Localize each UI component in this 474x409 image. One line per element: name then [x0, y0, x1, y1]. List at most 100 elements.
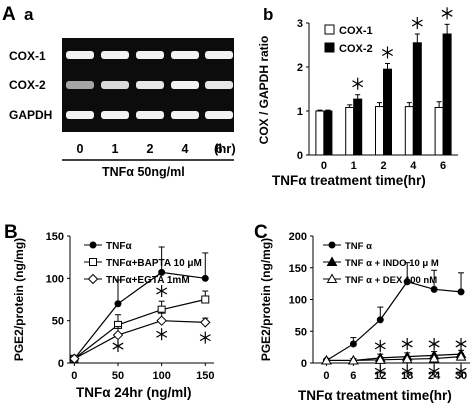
bar [442, 33, 452, 156]
bar [375, 106, 384, 156]
marker-triangle-open [374, 354, 386, 364]
blot-band [205, 81, 233, 89]
x-axis-label: TNFα treatment time(hr) [272, 173, 426, 188]
bar-chart-panel: b 0 1 2 3 0 1 2 4 6 COX-1 COX-2 COX / GAPDH ratio TN… [257, 5, 458, 188]
marker-diamond-open [200, 317, 211, 328]
legend-label: TNF α + DEX 100 nM [345, 275, 437, 286]
line-chart-panel-B: 0 50 100 150 0 50 100 150 TNFα TNFα+BAPTA 10 μM TN… [12, 231, 214, 400]
marker-circle-filled [349, 340, 357, 348]
x-tick-label: 4 [410, 160, 417, 172]
legend-label: TNF α + INDO 10 μ M [345, 258, 439, 269]
x-tick-label: 150 [196, 370, 214, 382]
panel-label-C: C [254, 222, 268, 243]
asterisk-stroke [382, 48, 393, 56]
series-line [326, 356, 462, 362]
significance-asterisk [374, 365, 386, 378]
blot-band [171, 81, 199, 89]
blot-treatment-label: TNFα 50ng/ml [102, 165, 185, 179]
blot-row-label: COX-2 [9, 78, 46, 92]
asterisk-stroke [156, 287, 168, 295]
blot-band [171, 111, 199, 119]
blot-band [101, 81, 129, 89]
bar-chart-sublabel: b [263, 5, 273, 24]
blot-lane-label: 6 [216, 142, 223, 156]
marker-triangle-open [321, 354, 332, 365]
marker-circle-filled [114, 300, 122, 308]
y-tick-label: 50 [295, 326, 307, 338]
blot-band [171, 51, 199, 59]
asterisk-stroke [401, 367, 413, 375]
bar [434, 106, 444, 156]
significance-asterisk [455, 365, 467, 378]
marker-diamond-open [112, 329, 124, 341]
marker-triangle-open [401, 353, 413, 364]
asterisk-stroke [352, 80, 364, 88]
series-line [74, 320, 206, 360]
asterisk-stroke [455, 340, 467, 348]
y-tick-label: 150 [289, 263, 307, 275]
marker-triangle-open [428, 353, 440, 363]
blot-panel: a COX-1 COX-2 GAPDH 0 1 2 4 6 (hr) TNFα 50ng… [9, 5, 236, 179]
asterisk-stroke [156, 330, 168, 338]
blot-band [205, 111, 233, 119]
significance-asterisk [374, 339, 386, 352]
significance-asterisk [411, 17, 423, 29]
y-tick-label: 0 [301, 358, 307, 370]
bar [404, 106, 414, 156]
legend-label: TNFα+EGTA 1mM [106, 275, 190, 286]
asterisk-stroke [401, 340, 413, 348]
blot-lane-label: 1 [112, 142, 119, 156]
significance-asterisk [441, 7, 453, 20]
blot-band [136, 51, 164, 59]
blot-band [136, 111, 164, 119]
marker-circle-filled [201, 274, 209, 282]
bar [412, 42, 422, 156]
x-tick-label: 0 [71, 370, 77, 382]
marker-circle-filled [376, 316, 384, 324]
blot-band [136, 81, 164, 89]
blot-lane-label: 0 [77, 142, 84, 156]
y-tick-label: 100 [46, 273, 64, 285]
panel-label-B: B [4, 222, 18, 243]
asterisk-stroke [428, 367, 440, 375]
x-tick-label: 6 [440, 160, 446, 172]
y-axis-label: PGE2/protein (ng/mg) [12, 238, 26, 361]
x-tick-label: 1 [351, 160, 357, 172]
series-line [73, 298, 206, 360]
legend-swatch [324, 24, 335, 35]
marker-triangle-open [326, 273, 338, 283]
legend-label: COX-2 [339, 43, 373, 55]
significance-asterisk [428, 337, 440, 350]
blot-band [101, 51, 129, 59]
bar [383, 68, 392, 156]
marker-square-open [89, 258, 97, 266]
significance-asterisk [401, 337, 413, 350]
marker-triangle-filled [326, 256, 338, 266]
x-tick-label: 0 [321, 160, 327, 172]
blot-band [66, 51, 94, 59]
marker-circle-filled [457, 288, 465, 296]
significance-asterisk [156, 285, 168, 298]
asterisk-stroke [411, 19, 423, 27]
asterisk-stroke [112, 342, 124, 350]
asterisk-stroke [441, 9, 453, 17]
bar [353, 98, 363, 156]
blot-band [101, 111, 129, 119]
marker-circle-filled [430, 285, 438, 293]
x-tick-label: 100 [152, 370, 170, 382]
blot-band [205, 51, 233, 59]
bar [345, 106, 355, 156]
x-tick-label: 6 [350, 370, 356, 382]
bar [323, 110, 333, 156]
blot-band [66, 111, 94, 119]
legend-label: COX-1 [339, 25, 373, 37]
marker-triangle-open [455, 351, 467, 361]
asterisk-stroke [455, 367, 467, 375]
asterisk-stroke [374, 367, 386, 375]
panel-label-A: A [2, 4, 16, 25]
series-line [73, 271, 206, 360]
blot-lane-label: 4 [182, 142, 189, 156]
y-axis-label: PGE2/protein (ng/mg) [259, 238, 273, 361]
significance-asterisk [156, 328, 168, 341]
